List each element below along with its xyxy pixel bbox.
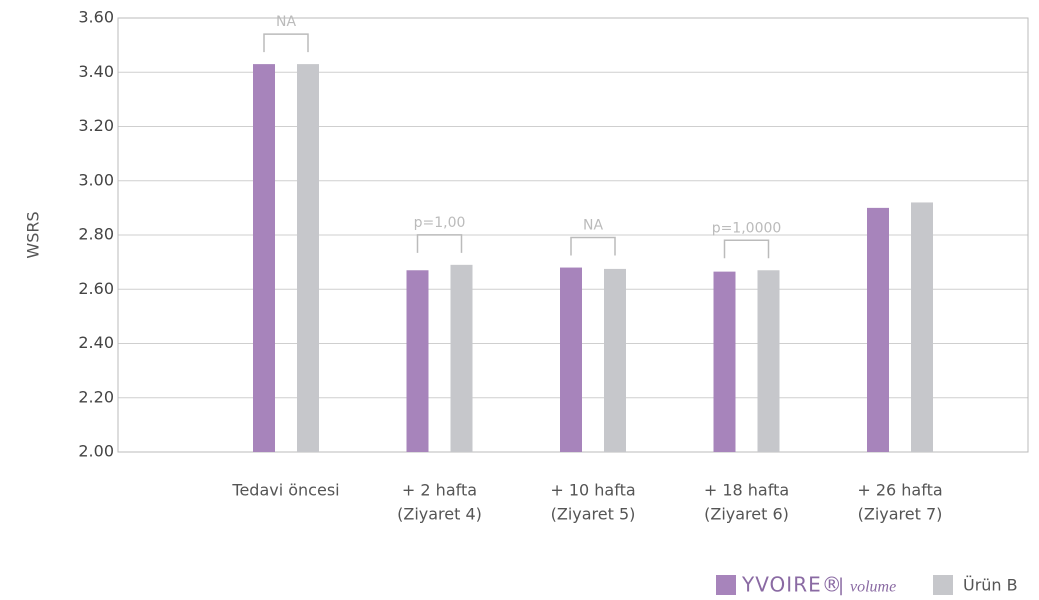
bar <box>604 268 626 452</box>
bracket <box>570 236 616 256</box>
bar <box>450 264 473 452</box>
bar <box>297 64 319 453</box>
bracket <box>723 239 770 259</box>
x-tick-label: (Ziyaret 5) <box>551 505 636 524</box>
bar <box>757 270 780 452</box>
y-axis-label: WSRS <box>24 211 43 258</box>
bar <box>867 207 889 452</box>
x-tick-label: + 18 hafta <box>704 481 789 500</box>
y-tick-label: 2.40 <box>78 333 114 352</box>
bar <box>406 270 429 452</box>
x-tick-label: + 10 hafta <box>550 481 635 500</box>
annotation: NA <box>276 14 296 30</box>
x-tick-label: (Ziyaret 4) <box>397 505 482 524</box>
x-tick-label: Tedavi öncesi <box>231 481 339 500</box>
legend-note: volume <box>850 579 896 596</box>
bar <box>253 64 275 453</box>
y-tick-label: 3.20 <box>78 116 114 135</box>
bracket <box>263 33 309 53</box>
y-tick-label: 2.60 <box>78 279 114 298</box>
bar <box>911 202 933 452</box>
y-tick-label: 3.00 <box>78 170 114 189</box>
legend-swatch <box>933 575 953 595</box>
x-tick-label: + 26 hafta <box>857 481 942 500</box>
legend-label: YVOIRE® <box>741 573 843 597</box>
bar <box>560 267 582 452</box>
y-tick-label: 3.60 <box>78 8 114 27</box>
legend-separator: | <box>838 575 844 596</box>
x-tick-label: (Ziyaret 7) <box>858 505 943 524</box>
legend-label: Ürün B <box>963 576 1018 595</box>
annotation: p=1,00 <box>414 215 466 231</box>
annotation: p=1,0000 <box>712 220 782 236</box>
legend-swatch <box>716 575 736 595</box>
x-tick-label: (Ziyaret 6) <box>704 505 789 524</box>
y-tick-label: 2.20 <box>78 387 114 406</box>
y-tick-label: 2.80 <box>78 225 114 244</box>
bracket <box>416 234 463 253</box>
y-tick-label: 3.40 <box>78 62 114 81</box>
bar <box>713 271 736 452</box>
y-tick-label: 2.00 <box>78 442 114 461</box>
annotation: NA <box>583 218 603 234</box>
x-tick-label: + 2 hafta <box>402 481 477 500</box>
